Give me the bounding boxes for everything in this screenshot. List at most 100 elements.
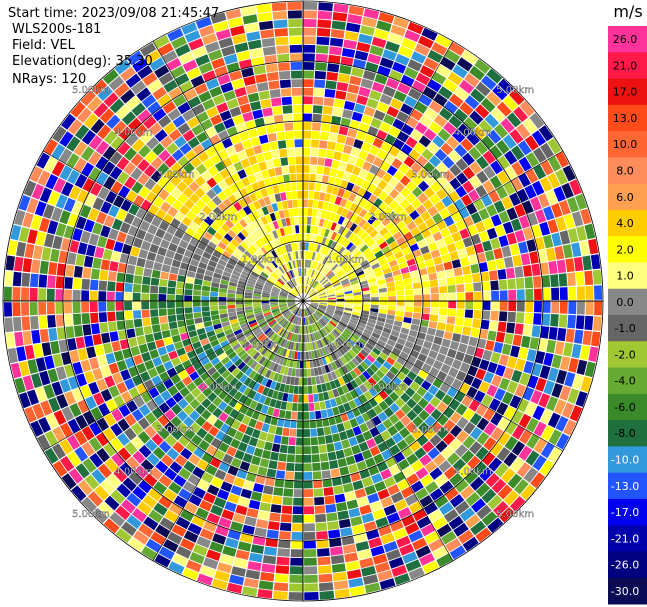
velocity-gate	[360, 361, 369, 370]
colorbar-tick-label: 8.0	[616, 165, 634, 178]
velocity-gate	[381, 217, 391, 227]
velocity-gate	[89, 357, 100, 370]
velocity-gate	[304, 317, 307, 326]
velocity-gate	[303, 308, 306, 317]
velocity-gate	[531, 130, 546, 146]
velocity-gate	[553, 186, 566, 202]
velocity-gate	[213, 232, 224, 241]
velocity-gates	[3, 1, 603, 601]
velocity-gate	[72, 277, 82, 290]
velocity-gate	[188, 264, 198, 273]
velocity-gate	[364, 134, 376, 145]
velocity-gate	[400, 187, 411, 198]
velocity-gate	[308, 394, 314, 403]
velocity-gate	[150, 316, 160, 325]
velocity-gate	[179, 387, 190, 398]
velocity-gate	[277, 461, 286, 471]
velocity-gate	[270, 504, 282, 514]
velocity-gate	[568, 286, 577, 300]
velocity-gate	[151, 216, 162, 228]
velocity-gate	[222, 250, 232, 259]
velocity-gate	[345, 340, 353, 349]
velocity-gate	[281, 288, 289, 294]
velocity-gate	[201, 398, 212, 409]
velocity-gate	[439, 345, 449, 356]
velocity-gate	[59, 422, 73, 438]
velocity-gate	[303, 242, 306, 251]
velocity-gate	[509, 129, 524, 144]
velocity-gate	[338, 246, 346, 255]
velocity-gate	[335, 349, 343, 358]
velocity-gate	[354, 50, 369, 61]
velocity-gate	[345, 326, 354, 333]
velocity-gate	[559, 301, 568, 314]
velocity-gate	[219, 554, 235, 566]
velocity-gate	[159, 279, 168, 287]
velocity-gate	[283, 310, 291, 317]
velocity-gate	[279, 304, 287, 308]
velocity-gate	[326, 248, 333, 257]
velocity-gate	[103, 92, 119, 108]
velocity-gate	[225, 347, 234, 356]
velocity-gate	[271, 307, 280, 312]
velocity-gate	[327, 303, 336, 306]
velocity-gate	[367, 492, 380, 504]
velocity-gate	[304, 540, 316, 549]
velocity-gate	[575, 391, 588, 407]
velocity-gate	[457, 57, 473, 72]
velocity-gate	[363, 106, 376, 117]
velocity-gate	[96, 378, 108, 392]
velocity-gate	[313, 191, 320, 200]
velocity-gate	[59, 131, 74, 147]
velocity-gate	[390, 491, 404, 504]
velocity-gate	[319, 192, 326, 201]
velocity-gate	[190, 335, 200, 344]
velocity-gate	[446, 203, 458, 215]
velocity-gate	[402, 346, 412, 355]
velocity-gate	[202, 387, 213, 398]
velocity-gate	[160, 239, 170, 249]
velocity-gate	[104, 495, 120, 511]
velocity-gate	[310, 303, 319, 306]
velocity-gate	[375, 561, 391, 573]
velocity-gate	[311, 139, 320, 148]
velocity-gate	[341, 365, 349, 374]
velocity-gate	[311, 279, 317, 288]
velocity-gate	[265, 360, 273, 369]
velocity-gate	[344, 230, 353, 239]
velocity-gate	[261, 302, 270, 306]
velocity-gate	[293, 307, 299, 314]
velocity-gate	[53, 177, 66, 193]
velocity-gate	[178, 435, 190, 447]
velocity-gate	[245, 407, 255, 418]
velocity-gate	[372, 347, 381, 356]
velocity-gate	[316, 427, 325, 437]
velocity-gate	[201, 409, 212, 420]
velocity-gate	[186, 270, 196, 278]
velocity-gate	[456, 416, 469, 430]
velocity-gate	[252, 372, 261, 382]
velocity-gate	[429, 467, 443, 480]
velocity-gate	[346, 372, 354, 382]
velocity-gate	[305, 242, 309, 251]
velocity-gate	[418, 325, 428, 334]
velocity-gate	[554, 399, 567, 415]
velocity-gate	[195, 415, 207, 427]
velocity-gate	[332, 316, 340, 322]
velocity-gate	[458, 464, 472, 478]
velocity-gate	[270, 294, 279, 298]
velocity-gate	[387, 286, 396, 292]
velocity-gate	[287, 302, 296, 306]
velocity-gate	[312, 385, 318, 394]
velocity-gate	[431, 71, 447, 85]
velocity-gate	[108, 271, 117, 282]
velocity-gate	[207, 241, 217, 250]
velocity-gate	[326, 220, 333, 230]
velocity-gate	[333, 340, 340, 349]
velocity-gate	[270, 305, 279, 308]
velocity-gate	[328, 416, 336, 426]
velocity-gate	[341, 384, 350, 394]
velocity-gate	[340, 237, 348, 246]
velocity-gate	[483, 408, 496, 421]
velocity-gate	[548, 260, 558, 274]
